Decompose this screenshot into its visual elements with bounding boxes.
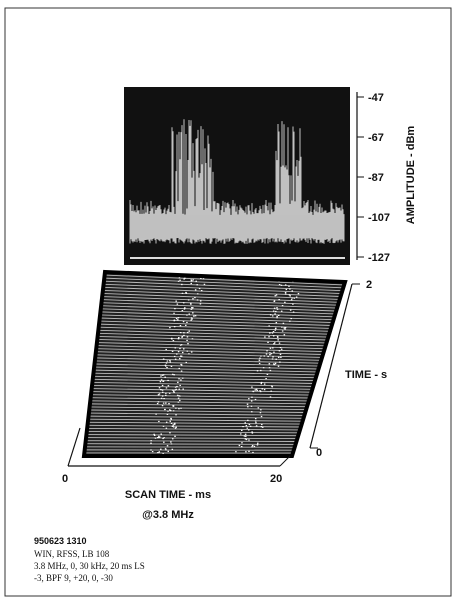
waterfall-frame xyxy=(81,269,348,458)
time-tick-label: 0 xyxy=(316,447,322,459)
caption-line: -3, BPF 9, +20, 0, -30 xyxy=(34,573,113,583)
amplitude-ticks: -47 -67 -87 -107 -127 xyxy=(357,92,390,264)
amplitude-tick-label: -87 xyxy=(368,172,384,184)
time-axis-line xyxy=(309,283,353,449)
waterfall-signal xyxy=(150,274,303,457)
caption-line: WIN, RFSS, LB 108 xyxy=(34,549,110,559)
scan-axis-slant xyxy=(67,427,81,467)
caption-id: 950623 1310 xyxy=(34,536,87,546)
caption-line: 3.8 MHz, 0, 30 kHz, 20 ms LS xyxy=(34,561,145,571)
scan-tick-label: 20 xyxy=(270,473,282,485)
scan-tick-label: 0 xyxy=(62,473,68,485)
amplitude-tick-label: -67 xyxy=(368,132,384,144)
scan-sublabel: @3.8 MHz xyxy=(142,509,194,521)
amplitude-tick-label: -107 xyxy=(368,212,390,224)
scan-label: SCAN TIME - ms xyxy=(125,489,211,501)
spectrum-noise xyxy=(129,119,345,244)
time-tick-label: 2 xyxy=(366,279,372,291)
amplitude-tick-label: -47 xyxy=(368,92,384,104)
spectrum-trace xyxy=(129,119,345,259)
page-frame xyxy=(4,7,452,597)
time-label: TIME - s xyxy=(345,369,387,381)
amplitude-tick-label: -127 xyxy=(368,252,390,264)
amplitude-label: AMPLITUDE - dBm xyxy=(405,126,417,225)
scan-tick xyxy=(279,455,291,467)
